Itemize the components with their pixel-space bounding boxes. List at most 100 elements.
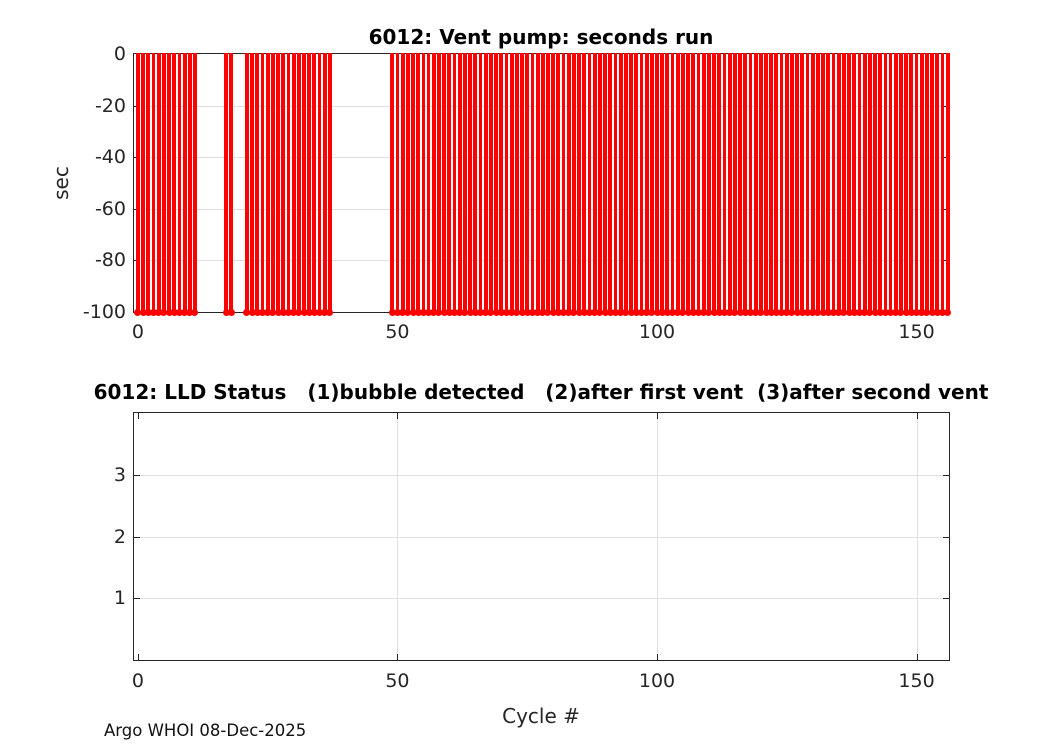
- stem-marker: [523, 308, 531, 316]
- x-tick-mark: [916, 413, 918, 419]
- stem-marker: [497, 308, 505, 316]
- stem-marker: [451, 308, 459, 316]
- x-tick-label: 150: [898, 670, 935, 692]
- stem-bar: [566, 53, 571, 313]
- stem-marker: [611, 308, 619, 316]
- stem-bar: [774, 53, 779, 313]
- x-tick-mark: [916, 654, 918, 660]
- stem-marker: [440, 308, 448, 316]
- stem-marker: [243, 308, 251, 316]
- stem-marker: [580, 308, 588, 316]
- stem-marker: [393, 308, 401, 316]
- stem-marker: [778, 308, 786, 316]
- stem-marker: [575, 308, 583, 316]
- stem-marker: [772, 308, 780, 316]
- stem-bar: [437, 53, 441, 313]
- stem-marker: [736, 308, 744, 316]
- stem-bar: [525, 53, 530, 313]
- stem-marker: [222, 308, 230, 316]
- stem-bar: [572, 53, 576, 313]
- stem-bar: [312, 53, 317, 313]
- y-tick-mark: [943, 536, 949, 538]
- stem-marker: [923, 308, 931, 316]
- stem-bar: [582, 53, 587, 313]
- stem-marker: [570, 308, 578, 316]
- stem-marker: [918, 308, 926, 316]
- stem-bar: [328, 53, 332, 313]
- grid-line-y: [134, 598, 949, 600]
- stem-marker: [705, 308, 713, 316]
- stem-marker: [404, 308, 412, 316]
- y-tick-label: -60: [94, 197, 126, 220]
- stem-bar: [520, 53, 524, 313]
- stem-bar: [187, 53, 192, 313]
- stem-marker: [710, 308, 718, 316]
- stem-bar: [821, 53, 825, 313]
- stem-marker: [944, 308, 952, 316]
- stem-marker: [913, 308, 921, 316]
- stem-marker: [689, 308, 697, 316]
- stem-bar: [691, 53, 696, 313]
- stem-marker: [399, 308, 407, 316]
- stem-bar: [546, 53, 550, 313]
- y-tick-label: 3: [113, 463, 126, 486]
- stem-marker: [518, 308, 526, 316]
- stem-marker: [305, 308, 313, 316]
- stem-bar: [587, 53, 592, 313]
- stem-bar: [681, 53, 685, 313]
- x-tick-mark: [397, 413, 399, 419]
- stem-marker: [866, 308, 874, 316]
- stem-bar: [141, 53, 145, 313]
- stem-marker: [149, 308, 157, 316]
- stem-bar: [655, 53, 659, 313]
- stem-bar: [494, 53, 498, 313]
- stem-marker: [892, 308, 900, 316]
- stem-marker: [539, 308, 547, 316]
- stem-bar: [805, 53, 810, 313]
- stem-marker: [388, 308, 396, 316]
- y-tick-label: 1: [113, 587, 126, 610]
- stem-bar: [551, 53, 556, 313]
- stem-bar: [810, 53, 815, 313]
- stem-marker: [907, 308, 915, 316]
- stem-bar: [893, 53, 898, 313]
- stem-marker: [622, 308, 630, 316]
- stem-bar: [862, 53, 867, 313]
- stem-bar: [826, 53, 831, 313]
- stem-bar: [665, 53, 670, 313]
- stem-marker: [855, 308, 863, 316]
- stem-bar: [390, 53, 395, 313]
- stem-marker: [227, 308, 235, 316]
- stem-marker: [586, 308, 594, 316]
- stem-bar: [478, 53, 483, 313]
- y-tick-label: -40: [94, 146, 126, 169]
- stem-marker: [471, 308, 479, 316]
- x-tick-label: 100: [638, 321, 676, 343]
- stem-bar: [405, 53, 410, 313]
- stem-bar: [888, 53, 893, 313]
- stem-marker: [264, 308, 272, 316]
- vent-pump-chart-title: 6012: Vent pump: seconds run: [368, 25, 714, 49]
- stem-bar: [395, 53, 400, 313]
- y-tick-label: -80: [94, 249, 126, 272]
- stem-bar: [649, 53, 654, 313]
- stem-bar: [167, 53, 171, 313]
- y-tick-label: -100: [82, 301, 126, 323]
- stem-bar: [426, 53, 431, 313]
- x-tick-label: 50: [385, 321, 410, 343]
- stem-bar: [686, 53, 691, 313]
- stem-bar: [644, 53, 649, 313]
- x-tick-mark: [657, 654, 658, 660]
- footer-annotation: Argo WHOI 08-Dec-2025: [104, 721, 307, 740]
- stem-marker: [814, 308, 822, 316]
- stem-bar: [753, 53, 758, 313]
- stem-marker: [170, 308, 178, 316]
- stem-bar: [286, 53, 291, 313]
- stem-marker: [829, 308, 837, 316]
- stem-bar: [816, 53, 820, 313]
- grid-line-y: [134, 474, 949, 476]
- stem-bar: [276, 53, 280, 313]
- stem-bar: [151, 53, 156, 313]
- stem-bar: [161, 53, 166, 313]
- stem-bar: [904, 53, 909, 313]
